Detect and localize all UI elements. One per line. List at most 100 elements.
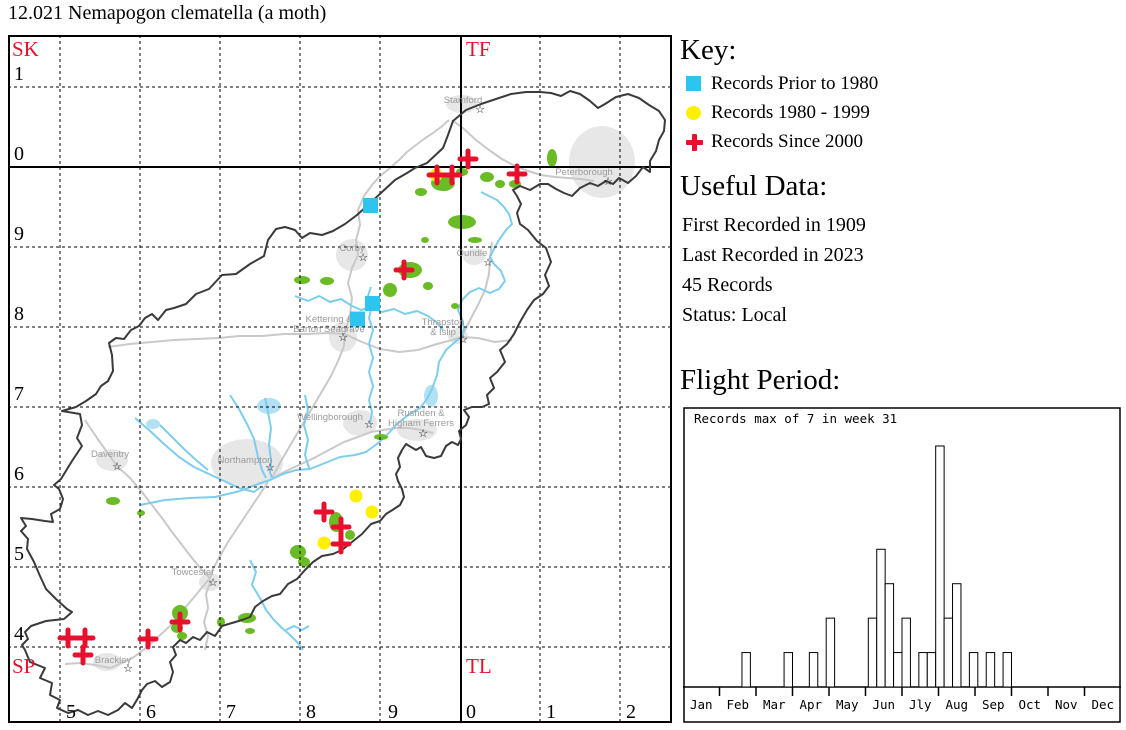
river — [264, 397, 273, 479]
river — [303, 394, 311, 471]
grid-letter: TF — [466, 37, 491, 61]
record-marker-since-2000 — [457, 148, 479, 170]
month-label: May — [836, 697, 859, 712]
square-marker-icon — [686, 76, 701, 91]
river — [139, 191, 513, 506]
grid-number: 4 — [14, 623, 24, 645]
grid-number: 1 — [14, 63, 24, 85]
useful-data-heading: Useful Data: — [680, 170, 828, 202]
road — [64, 662, 111, 669]
key-legend: Records Prior to 1980 Records 1980 - 199… — [685, 72, 879, 160]
woodland-patch — [439, 183, 451, 191]
town-label: Stamford — [444, 95, 483, 106]
record-marker-since-2000 — [74, 627, 96, 649]
town-label: & Islip — [430, 327, 456, 338]
town-star-icon: ☆ — [112, 460, 122, 473]
woodland-patch — [495, 180, 505, 188]
town-label: Thrapston — [422, 317, 465, 328]
flight-period-bar — [741, 652, 751, 688]
road — [107, 332, 513, 353]
record-marker-pre1980 — [365, 296, 380, 311]
grid-number: 7 — [14, 383, 24, 405]
flight-period-bar — [952, 583, 962, 688]
town-label: Corby — [339, 243, 365, 254]
town-star-icon: ☆ — [358, 251, 368, 264]
town-star-icon: ☆ — [458, 333, 468, 346]
woodland-patch — [177, 632, 187, 640]
month-label: Nov — [1055, 697, 1078, 712]
status: Status: Local — [682, 304, 787, 326]
flight-period-bar — [935, 445, 945, 688]
key-item-label: Records Prior to 1980 — [711, 72, 879, 94]
record-marker-since-2000 — [169, 611, 191, 633]
urban-area — [329, 322, 357, 352]
town-label: Northampton — [218, 455, 273, 466]
reservoir — [424, 385, 438, 407]
flight-period-chart: Records max of 7 in week 31 Jan Feb Mar Apr M… — [683, 407, 1121, 723]
record-marker-since-2000 — [330, 516, 352, 538]
flight-period-bar — [985, 652, 996, 688]
town-label: Towcester — [172, 567, 215, 578]
grid-number: 6 — [14, 463, 24, 485]
road — [271, 333, 346, 479]
cross-marker-icon — [685, 133, 704, 152]
town-star-icon: ☆ — [483, 256, 493, 269]
grid-number: 5 — [14, 543, 24, 565]
grid-number: 2 — [626, 701, 636, 723]
month-label: Dec — [1091, 697, 1114, 712]
town-star-icon: ☆ — [338, 331, 348, 344]
grid-letter: SP — [12, 654, 35, 678]
chart-caption: Records max of 7 in week 31 — [694, 411, 897, 426]
county-boundary — [20, 90, 666, 716]
month-label: Jan — [690, 697, 713, 712]
flight-period-bar — [918, 652, 928, 688]
woodland-patch — [294, 276, 310, 284]
key-item-label: Records Since 2000 — [711, 130, 863, 152]
town-label: Brackley — [95, 655, 132, 666]
woodland-patch — [383, 283, 397, 297]
road — [116, 465, 211, 579]
flight-period-bar — [943, 617, 954, 688]
town-star-icon: ☆ — [364, 418, 374, 431]
woodland-patch — [137, 510, 145, 516]
woodland-patch — [320, 277, 334, 285]
page-title: 12.021 Nemapogon clematella (a moth) — [8, 2, 327, 24]
flight-period-heading: Flight Period: — [680, 364, 841, 396]
woodland-patch — [423, 282, 433, 290]
record-marker-since-2000 — [72, 644, 94, 666]
grid-number: 0 — [466, 701, 476, 723]
month-label: Sep — [982, 697, 1005, 712]
woodland-patch — [345, 530, 355, 540]
flight-period-bar — [1002, 652, 1012, 688]
town-star-icon: ☆ — [208, 576, 218, 589]
key-item-since-2000: Records Since 2000 — [685, 130, 878, 152]
circle-marker-icon — [686, 105, 701, 120]
flight-period-bar — [884, 583, 895, 688]
reservoir — [257, 398, 281, 414]
record-marker-1980-1999 — [365, 505, 379, 519]
road — [203, 579, 212, 651]
record-count: 45 Records — [682, 274, 773, 296]
record-marker-pre1980 — [350, 311, 365, 327]
woodland-patch — [451, 303, 459, 309]
reservoir — [146, 419, 160, 429]
month-label: Jly — [909, 697, 932, 712]
flight-period-bar — [876, 548, 886, 688]
river — [249, 559, 304, 651]
woodland-patch — [374, 434, 388, 440]
grid-number: 8 — [14, 303, 24, 325]
grid-number: 6 — [146, 701, 156, 723]
woodland-patch — [290, 545, 306, 559]
month-label: Apr — [799, 697, 822, 712]
woodland-patch — [245, 628, 255, 634]
woodland-patch — [106, 497, 120, 505]
river — [229, 394, 267, 479]
town-label: Kettering & — [306, 314, 354, 325]
flight-period-bar — [783, 652, 793, 688]
first-recorded: First Recorded in 1909 — [682, 214, 866, 236]
record-marker-since-2000 — [441, 164, 463, 186]
month-label: Mar — [763, 697, 786, 712]
town-label: Higham Ferrers — [388, 418, 454, 429]
month-label: Feb — [726, 697, 749, 712]
flight-period-bar — [901, 617, 911, 688]
